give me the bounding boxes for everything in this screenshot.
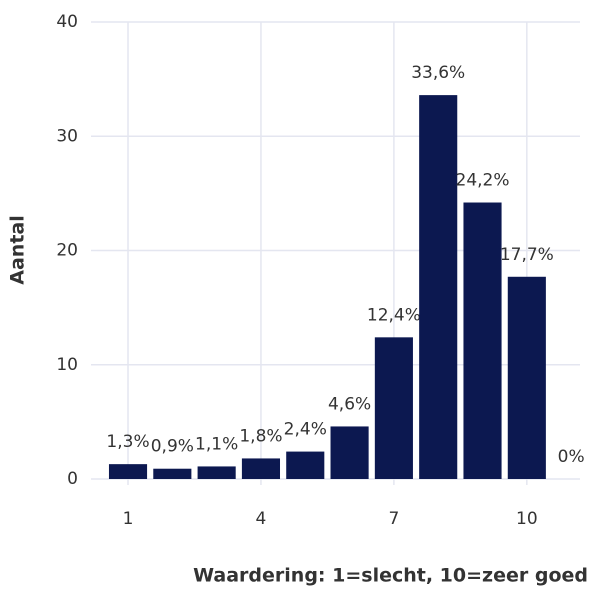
data-label: 17,7%	[500, 245, 554, 265]
data-label: 1,3%	[106, 432, 149, 452]
y-tick-label: 10	[56, 355, 78, 375]
bar	[153, 468, 192, 479]
bar	[463, 202, 502, 479]
bar	[507, 276, 546, 479]
bar	[374, 337, 413, 479]
y-tick-label: 30	[56, 126, 78, 146]
x-tick-label: 1	[123, 509, 134, 529]
x-tick-label: 7	[388, 509, 399, 529]
bar	[241, 458, 281, 479]
y-tick-label: 20	[56, 241, 78, 261]
y-tick-label: 40	[56, 12, 78, 32]
data-label: 1,1%	[195, 434, 238, 454]
bar	[108, 464, 148, 479]
data-label: 0%	[558, 447, 585, 467]
y-axis-title: Aantal	[7, 215, 29, 284]
bar	[419, 95, 458, 480]
data-label: 24,2%	[456, 171, 510, 191]
data-label: 1,8%	[239, 426, 282, 446]
x-tick-label: 4	[256, 509, 267, 529]
bar	[330, 426, 369, 479]
bar	[197, 466, 236, 479]
data-label: 2,4%	[284, 420, 327, 440]
data-label: 33,6%	[411, 63, 465, 83]
y-tick-label: 0	[67, 469, 78, 489]
bar	[286, 451, 325, 479]
data-label: 12,4%	[367, 305, 421, 325]
data-label: 4,6%	[328, 394, 371, 414]
x-axis-title: Waardering: 1=slecht, 10=zeer goed	[193, 565, 588, 587]
data-label: 0,9%	[151, 437, 194, 457]
x-tick-label: 10	[516, 509, 538, 529]
